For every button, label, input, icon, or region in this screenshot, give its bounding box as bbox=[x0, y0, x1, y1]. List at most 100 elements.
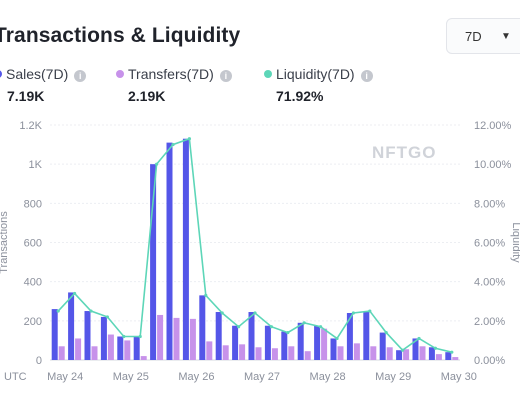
liquidity-point bbox=[89, 309, 93, 313]
transfers-bar bbox=[321, 328, 328, 360]
sales-bar bbox=[297, 322, 304, 360]
liquidity-point bbox=[269, 325, 273, 329]
transfers-bar bbox=[304, 351, 311, 360]
y2-tick-label: 0.00% bbox=[474, 355, 505, 367]
liquidity-point bbox=[73, 291, 77, 296]
sales-bar bbox=[232, 325, 239, 360]
y2-axis-title: Liquidity bbox=[510, 222, 520, 263]
sales-bar bbox=[248, 312, 255, 360]
y2-tick-label: 12.00% bbox=[474, 120, 512, 132]
sales-bar bbox=[264, 325, 271, 360]
transfers-bar bbox=[403, 349, 410, 360]
transfers-bar bbox=[337, 346, 344, 360]
sales-bar bbox=[68, 292, 75, 360]
liquidity-point bbox=[417, 336, 421, 341]
sales-bar bbox=[215, 312, 222, 360]
liquidity-point bbox=[204, 293, 208, 297]
x-tick-label: May 26 bbox=[178, 371, 214, 383]
y-tick-label: 1.2K bbox=[19, 120, 42, 132]
transfers-bar bbox=[386, 347, 393, 360]
legend-transfers-value: 2.19K bbox=[128, 88, 166, 104]
liquidity-point bbox=[368, 309, 372, 313]
range-dropdown[interactable]: 7D ▼ bbox=[446, 18, 520, 54]
x-tick-label: May 24 bbox=[47, 371, 83, 383]
x-tick-label: May 29 bbox=[375, 371, 411, 383]
transfers-bar bbox=[271, 348, 278, 360]
liquidity-point bbox=[122, 334, 126, 339]
sales-bar bbox=[396, 350, 403, 360]
legend-liquidity-value: 71.92% bbox=[276, 88, 324, 104]
info-icon[interactable]: i bbox=[360, 70, 373, 82]
legend-liquidity-label: Liquidity(7D) bbox=[276, 66, 355, 82]
transfers-bar bbox=[370, 346, 377, 360]
liquidity-point bbox=[302, 321, 306, 325]
transfers-bar bbox=[452, 357, 459, 360]
transfers-bar bbox=[239, 344, 246, 360]
sales-bar bbox=[412, 338, 419, 360]
liquidity-line bbox=[57, 137, 452, 353]
y2-tick-label: 4.00% bbox=[474, 277, 505, 289]
sales-bar bbox=[314, 325, 321, 360]
sales-bar bbox=[363, 312, 370, 360]
transfers-bar bbox=[75, 338, 82, 360]
legend-liquidity-dot bbox=[264, 70, 272, 78]
liquidity-point bbox=[450, 350, 454, 354]
legend-sales-dot bbox=[0, 70, 2, 78]
liquidity-point bbox=[253, 311, 257, 315]
transfers-bar bbox=[58, 346, 65, 360]
transfers-bar bbox=[157, 314, 164, 360]
transfers-bar bbox=[435, 354, 442, 360]
y-tick-label: 600 bbox=[24, 238, 42, 250]
watermark-logo: NFTGO bbox=[372, 143, 437, 162]
transfers-bar bbox=[140, 356, 147, 360]
sales-bar bbox=[199, 295, 206, 360]
transfers-bar bbox=[173, 317, 180, 360]
liquidity-point bbox=[105, 315, 109, 319]
sales-bar bbox=[346, 313, 353, 360]
y-tick-label: 0 bbox=[36, 355, 42, 367]
transfers-bar bbox=[189, 318, 196, 360]
chevron-down-icon: ▼ bbox=[501, 31, 511, 42]
sales-bar bbox=[100, 316, 107, 360]
info-icon[interactable]: i bbox=[74, 70, 87, 82]
y-tick-label: 200 bbox=[24, 316, 42, 328]
y2-tick-label: 6.00% bbox=[474, 238, 505, 250]
liquidity-point bbox=[237, 325, 241, 329]
sales-bar bbox=[84, 311, 91, 360]
x-tick-label: May 28 bbox=[310, 371, 346, 383]
chart-title: Transactions & Liquidity bbox=[0, 24, 241, 47]
y-axis-title: Transactions bbox=[0, 211, 10, 274]
liquidity-point bbox=[319, 325, 323, 329]
sales-bar bbox=[150, 164, 157, 360]
y2-tick-label: 8.00% bbox=[474, 198, 505, 210]
sales-bar bbox=[330, 338, 337, 360]
sales-bar bbox=[166, 142, 173, 360]
transfers-bar bbox=[124, 340, 131, 360]
x-tick-label: May 25 bbox=[113, 371, 149, 383]
transfers-bar bbox=[91, 346, 98, 360]
liquidity-point bbox=[335, 336, 339, 341]
transfers-bar bbox=[222, 345, 229, 360]
liquidity-point bbox=[171, 142, 175, 147]
y2-tick-label: 2.00% bbox=[474, 316, 505, 328]
liquidity-point bbox=[384, 330, 388, 335]
legend-transfers-dot bbox=[116, 70, 124, 78]
sales-bar bbox=[133, 336, 140, 360]
transfers-bar bbox=[206, 341, 213, 360]
transfers-bar bbox=[419, 346, 426, 360]
liquidity-point bbox=[401, 348, 405, 352]
liquidity-point bbox=[286, 330, 290, 335]
transfers-bar bbox=[107, 334, 114, 360]
legend-sales[interactable]: Sales(7D) i bbox=[0, 66, 87, 82]
legend-transfers[interactable]: Transfers(7D) i bbox=[116, 66, 232, 82]
transfers-bar bbox=[255, 347, 262, 360]
x-axis-unit: UTC bbox=[4, 371, 27, 383]
legend-liquidity[interactable]: Liquidity(7D) i bbox=[264, 66, 373, 82]
info-icon[interactable]: i bbox=[219, 70, 232, 82]
y-tick-label: 400 bbox=[24, 277, 42, 289]
transfers-bar bbox=[353, 343, 360, 360]
range-dropdown-value: 7D bbox=[465, 29, 482, 44]
sales-bar bbox=[379, 332, 386, 360]
liquidity-point bbox=[220, 311, 224, 315]
sales-bar bbox=[445, 352, 452, 360]
